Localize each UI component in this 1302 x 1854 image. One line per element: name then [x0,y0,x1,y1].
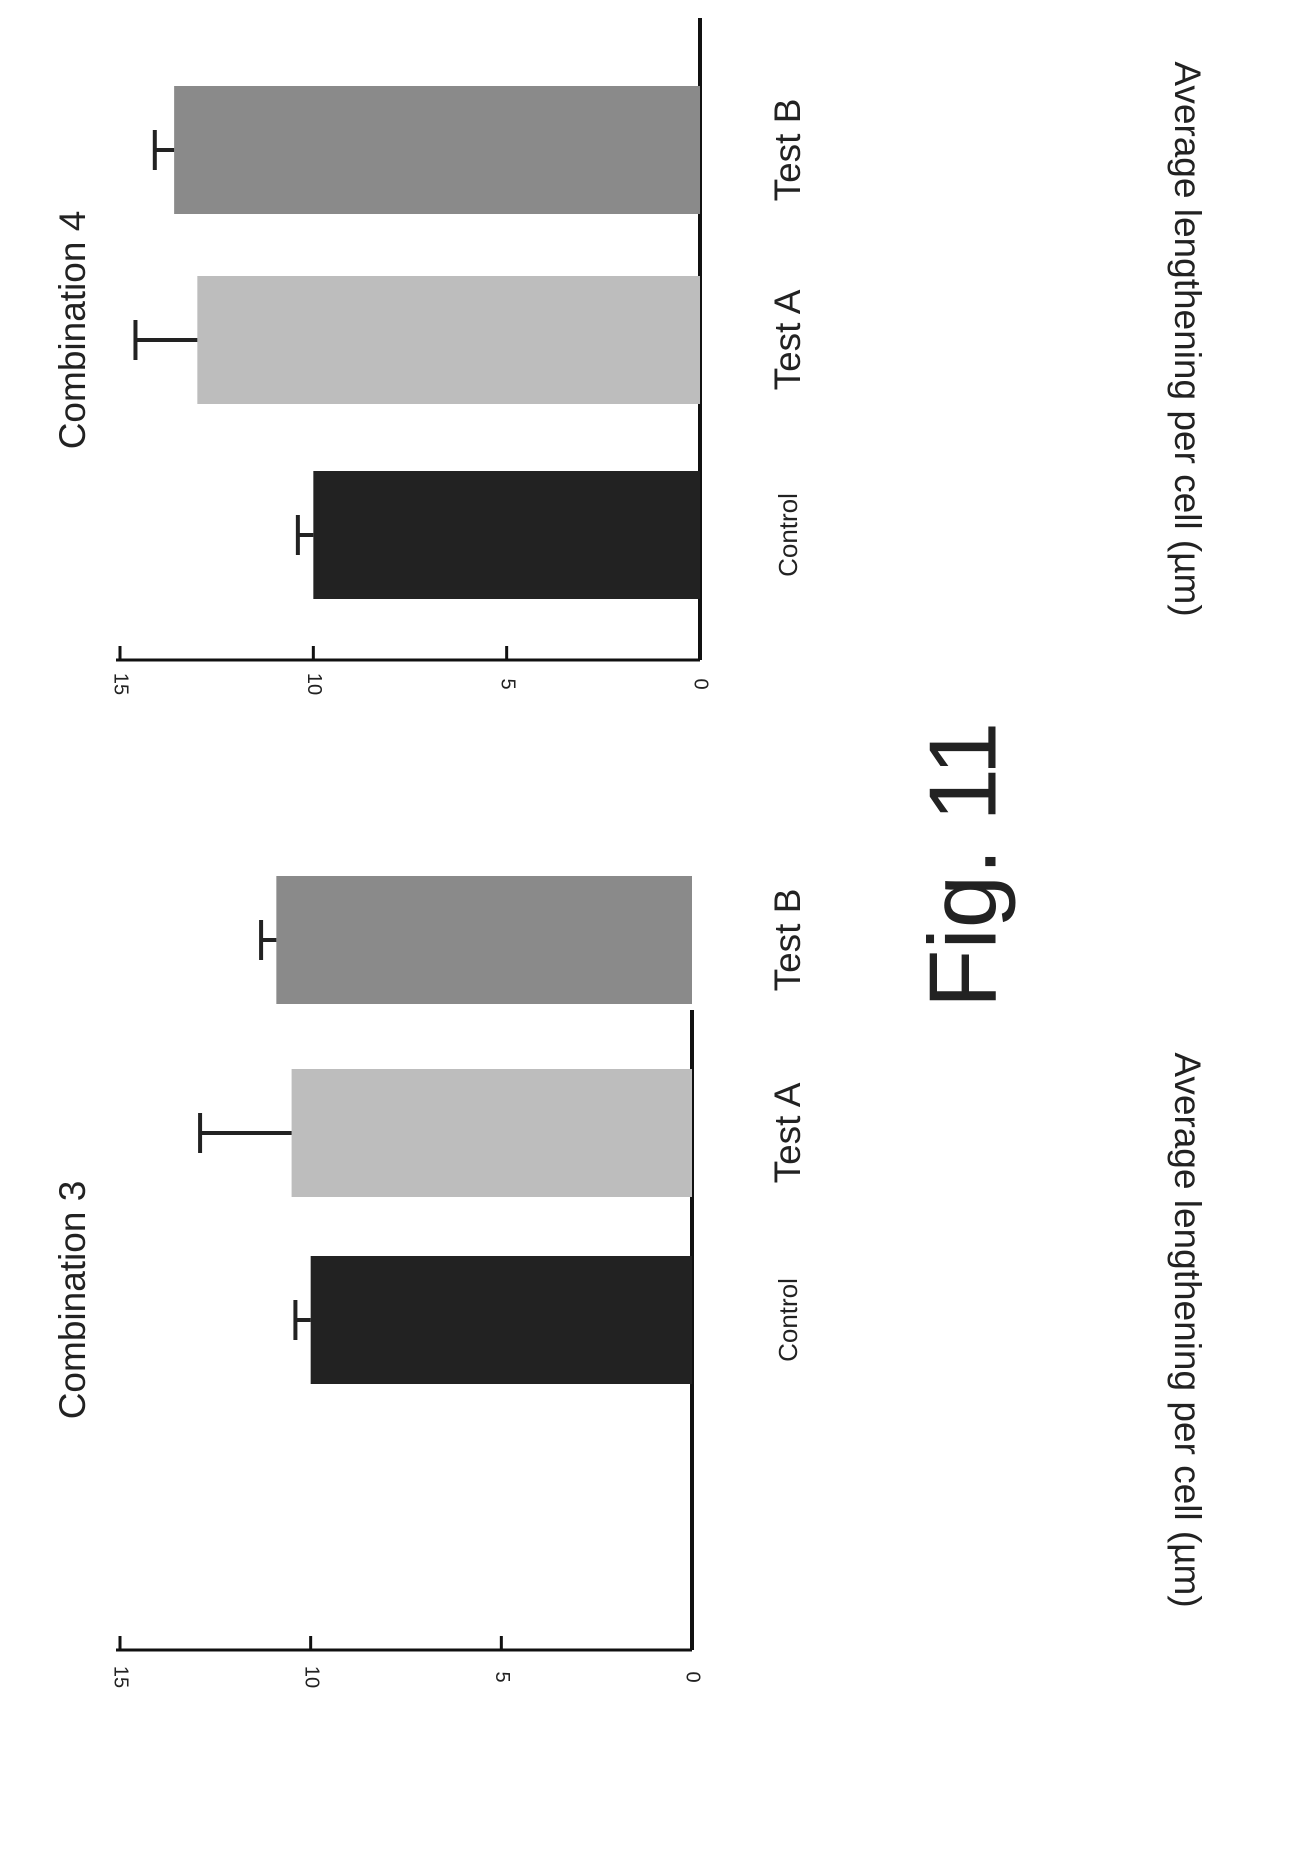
category-label-test-a: Test A [767,1082,808,1183]
y-axis-label: Average lengthening per cell (µm) [1167,61,1208,616]
category-labels: Control Test A Test B [767,99,808,577]
chart-combination-3: 0 5 10 15 Control Test A Test B Combination 3… [52,876,1208,1688]
category-label-control: Control [773,1278,803,1362]
chart-title: Combination 3 [52,1181,93,1420]
y-axis-label: Average lengthening per cell (µm) [1167,1052,1208,1607]
chart-title: Combination 4 [52,211,93,450]
y-tick-label: 10 [303,673,325,695]
category-label-test-a: Test A [767,289,808,390]
y-tick-label: 5 [491,1671,513,1682]
y-ticks: 0 5 10 15 [110,1636,704,1688]
bar-test-a [197,276,701,404]
figure-label: Fig. 11 [909,722,1016,1008]
category-labels: Control Test A Test B [767,889,808,1362]
y-tick-label: 0 [682,1671,704,1682]
chart-combination-4: 0 5 10 15 Control Test A Test B Combination 4… [52,18,1208,695]
bar-test-b [174,86,701,214]
bars [198,876,692,1384]
y-tick-label: 10 [300,1666,322,1688]
bar-test-b [276,876,692,1004]
y-tick-label: 15 [110,673,132,695]
y-tick-label: 15 [110,1666,132,1688]
bar-control [313,471,700,599]
bar-test-a [291,1069,692,1197]
category-label-test-b: Test B [767,99,808,202]
bar-control [310,1256,692,1384]
y-tick-label: 5 [496,678,518,689]
bars [133,86,701,599]
y-ticks: 0 5 10 15 [110,646,712,695]
category-label-test-b: Test B [767,889,808,992]
category-label-control: Control [773,493,803,577]
y-tick-label: 0 [690,678,712,689]
